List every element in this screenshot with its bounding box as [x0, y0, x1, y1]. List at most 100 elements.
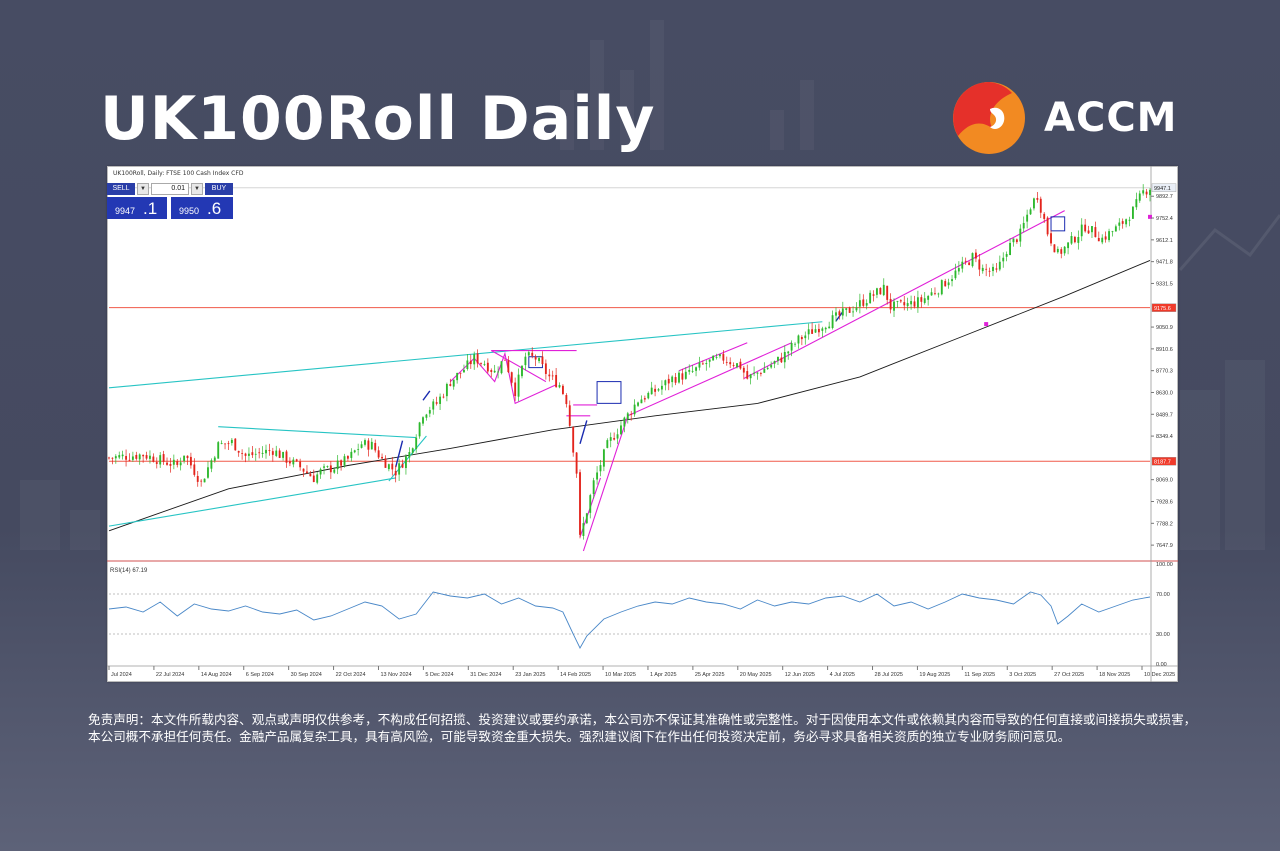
candle-body: [1138, 193, 1141, 201]
candle-body: [415, 437, 418, 450]
candle-body: [1091, 226, 1093, 233]
candle-body: [1026, 214, 1029, 222]
candle-body: [237, 450, 240, 453]
candle-body: [835, 312, 837, 316]
candle-body: [118, 455, 121, 458]
buy-button[interactable]: BUY: [205, 183, 233, 195]
buy-price[interactable]: 9950 .6: [171, 197, 233, 219]
candle-body: [155, 462, 158, 464]
candle-body: [1145, 191, 1148, 195]
candle-body: [418, 422, 421, 437]
rsi-label: RSI(14) 67.19: [110, 568, 148, 574]
candle-body: [1125, 219, 1128, 225]
candle-body: [1070, 236, 1073, 244]
trendline-magenta-diag: [490, 350, 547, 383]
candle-body: [589, 495, 592, 513]
candle-body: [329, 465, 332, 473]
candle-body: [401, 463, 404, 468]
candle-body: [916, 297, 919, 308]
rsi-tick-label: 30.00: [1156, 632, 1170, 638]
candle-body: [466, 360, 469, 370]
candle-body: [712, 355, 715, 361]
candle-body: [316, 474, 319, 483]
candle-body: [701, 363, 704, 365]
candle-body: [657, 389, 660, 391]
candle-body: [1053, 244, 1056, 253]
price-tick-label: 8910.6: [1156, 347, 1173, 353]
candle-body: [531, 352, 534, 356]
candle-body: [783, 351, 786, 363]
price-tick-label: 9892.7: [1156, 194, 1173, 200]
date-label: 5 Dec 2024: [425, 672, 453, 678]
candle-body: [350, 451, 353, 458]
candle-body: [678, 372, 680, 383]
level-tag-label: 9175.6: [1154, 306, 1171, 312]
sell-button[interactable]: SELL: [107, 183, 135, 195]
lot-size-input[interactable]: 0.01: [151, 183, 189, 195]
level-tag-label: 8187.7: [1154, 459, 1171, 465]
candle-body: [790, 343, 793, 351]
candle-body: [295, 459, 298, 461]
candle-body: [671, 376, 674, 383]
candle-body: [456, 372, 459, 381]
candle-body: [312, 475, 315, 483]
candle-body: [319, 469, 322, 475]
candle-body: [630, 413, 633, 415]
candle-body: [609, 437, 612, 441]
candle-body: [592, 480, 595, 494]
candle-body: [172, 459, 175, 465]
candle-body: [527, 352, 530, 356]
candle-body: [568, 405, 571, 426]
candle-body: [852, 311, 854, 313]
candle-body: [957, 268, 960, 272]
candle-body: [889, 298, 892, 310]
candle-body: [360, 444, 363, 448]
candle-body: [766, 367, 769, 369]
candle-body: [411, 448, 414, 453]
candle-body: [408, 452, 411, 458]
candle-body: [582, 523, 585, 536]
candle-body: [326, 466, 329, 467]
candle-body: [978, 259, 981, 270]
lot-decrease-icon[interactable]: ▼: [137, 183, 149, 195]
candle-body: [207, 467, 209, 478]
candle-body: [869, 292, 872, 304]
date-label: 10 Dec 2025: [1144, 672, 1175, 678]
candle-body: [995, 268, 998, 270]
candle-body: [306, 471, 308, 473]
candle-body: [405, 456, 407, 469]
date-label: 1 Apr 2025: [650, 672, 677, 678]
candle-body: [152, 456, 155, 462]
candle-body: [602, 449, 605, 467]
candle-body: [131, 456, 134, 460]
candle-body: [128, 459, 131, 461]
price-tick-label: 8489.7: [1156, 412, 1173, 418]
candle-body: [183, 455, 186, 461]
candle-body: [640, 399, 643, 404]
candle-body: [476, 353, 479, 364]
candle-body: [367, 440, 370, 450]
candle-body: [551, 375, 554, 377]
candle-body: [817, 328, 820, 333]
candle-body: [681, 373, 684, 380]
candle-body: [387, 464, 390, 470]
sell-price[interactable]: 9947 .1: [107, 197, 167, 219]
candle-body: [565, 395, 568, 405]
candle-body: [507, 360, 510, 373]
candle-body: [162, 454, 165, 462]
candle-body: [1097, 237, 1100, 242]
candle-body: [493, 370, 496, 373]
candle-body: [1135, 199, 1138, 208]
lot-increase-icon[interactable]: ▼: [191, 183, 203, 195]
candle-body: [524, 356, 527, 366]
candle-body: [145, 455, 148, 459]
candle-body: [428, 410, 431, 414]
candle-body: [538, 358, 540, 362]
candle-body: [886, 285, 889, 300]
chart-frame: 9947.1 9175.6 8187.7 9892.7 9752.4 9612.1 947…: [107, 166, 1178, 682]
date-label: 25 Apr 2025: [695, 672, 725, 678]
candle-body: [1043, 213, 1046, 219]
candle-body: [824, 327, 827, 330]
pattern-box: [596, 381, 622, 404]
price-tick-label: 8349.4: [1156, 434, 1173, 440]
